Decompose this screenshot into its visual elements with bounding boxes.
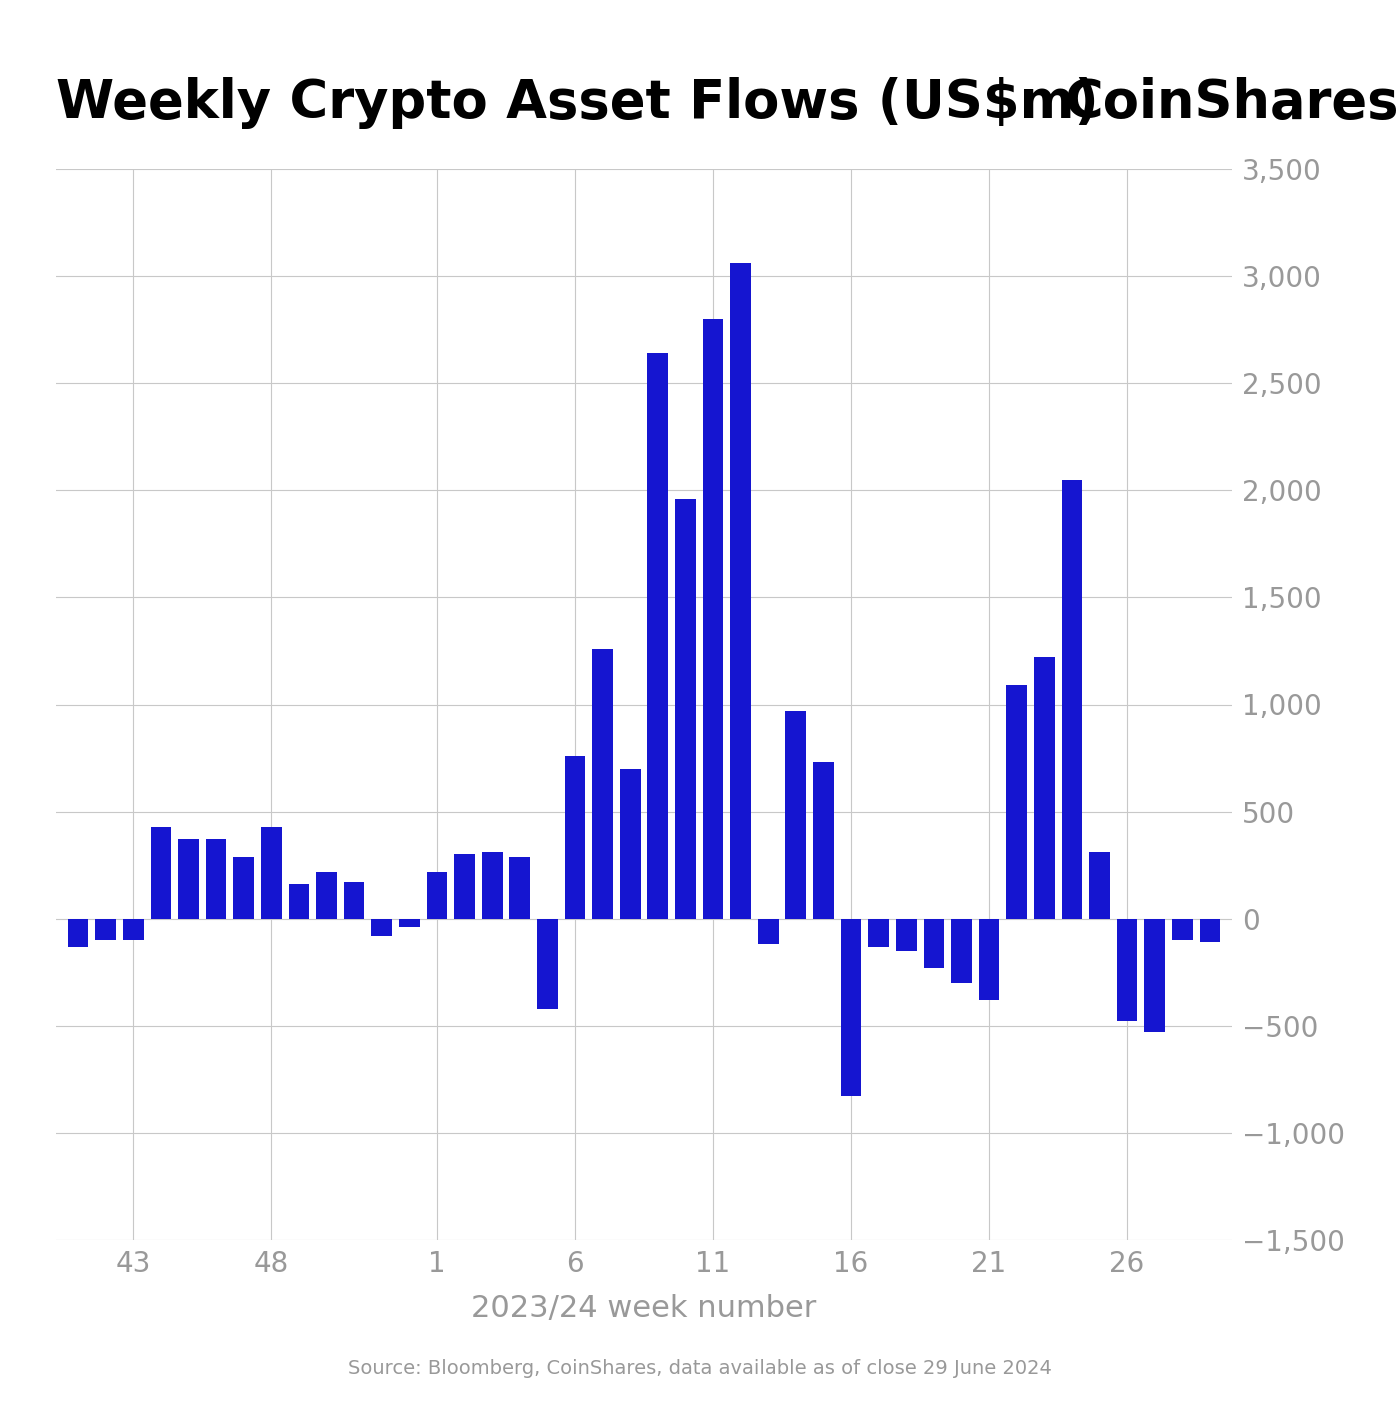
Bar [785, 712, 806, 919]
Bar [510, 857, 531, 919]
Bar [675, 499, 696, 919]
Bar [951, 919, 972, 983]
Bar [538, 919, 557, 1009]
Bar [206, 840, 227, 919]
Bar [316, 872, 337, 919]
Bar [399, 919, 420, 927]
Bar [647, 354, 668, 919]
Bar [1007, 685, 1028, 919]
Bar [123, 919, 144, 940]
Bar [592, 648, 613, 919]
Bar [979, 919, 1000, 1000]
Bar [482, 852, 503, 919]
Bar [620, 769, 641, 919]
Bar [1089, 852, 1110, 919]
Bar [1200, 919, 1221, 943]
Bar [427, 872, 448, 919]
Bar [260, 827, 281, 919]
Text: Weekly Crypto Asset Flows (US$m): Weekly Crypto Asset Flows (US$m) [56, 77, 1099, 130]
Bar [868, 919, 889, 947]
Bar [234, 857, 253, 919]
Bar [344, 882, 364, 919]
Bar [1117, 919, 1137, 1022]
Bar [1172, 919, 1193, 940]
Bar [924, 919, 944, 968]
Text: Source: Bloomberg, CoinShares, data available as of close 29 June 2024: Source: Bloomberg, CoinShares, data avai… [349, 1360, 1051, 1378]
Bar [703, 318, 724, 919]
Bar [813, 762, 834, 919]
Bar [896, 919, 917, 951]
X-axis label: 2023/24 week number: 2023/24 week number [472, 1295, 816, 1323]
Bar [454, 854, 475, 919]
Bar [1144, 919, 1165, 1033]
Bar [731, 263, 750, 919]
Bar [1035, 658, 1054, 919]
Bar [67, 919, 88, 947]
Bar [757, 919, 778, 944]
Bar [840, 919, 861, 1096]
Bar [1061, 479, 1082, 919]
Text: CoinShares: CoinShares [1064, 77, 1399, 130]
Bar [371, 919, 392, 936]
Bar [95, 919, 116, 940]
Bar [178, 840, 199, 919]
Bar [151, 827, 171, 919]
Bar [564, 755, 585, 919]
Bar [288, 885, 309, 919]
